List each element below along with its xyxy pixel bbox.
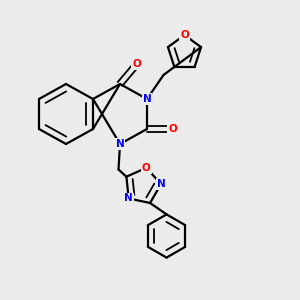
Text: N: N bbox=[124, 194, 133, 203]
Text: O: O bbox=[180, 30, 189, 40]
Text: N: N bbox=[157, 179, 165, 189]
Text: N: N bbox=[116, 139, 124, 149]
Text: O: O bbox=[132, 59, 141, 70]
Text: O: O bbox=[168, 124, 177, 134]
Text: N: N bbox=[142, 94, 152, 104]
Text: O: O bbox=[142, 163, 151, 173]
